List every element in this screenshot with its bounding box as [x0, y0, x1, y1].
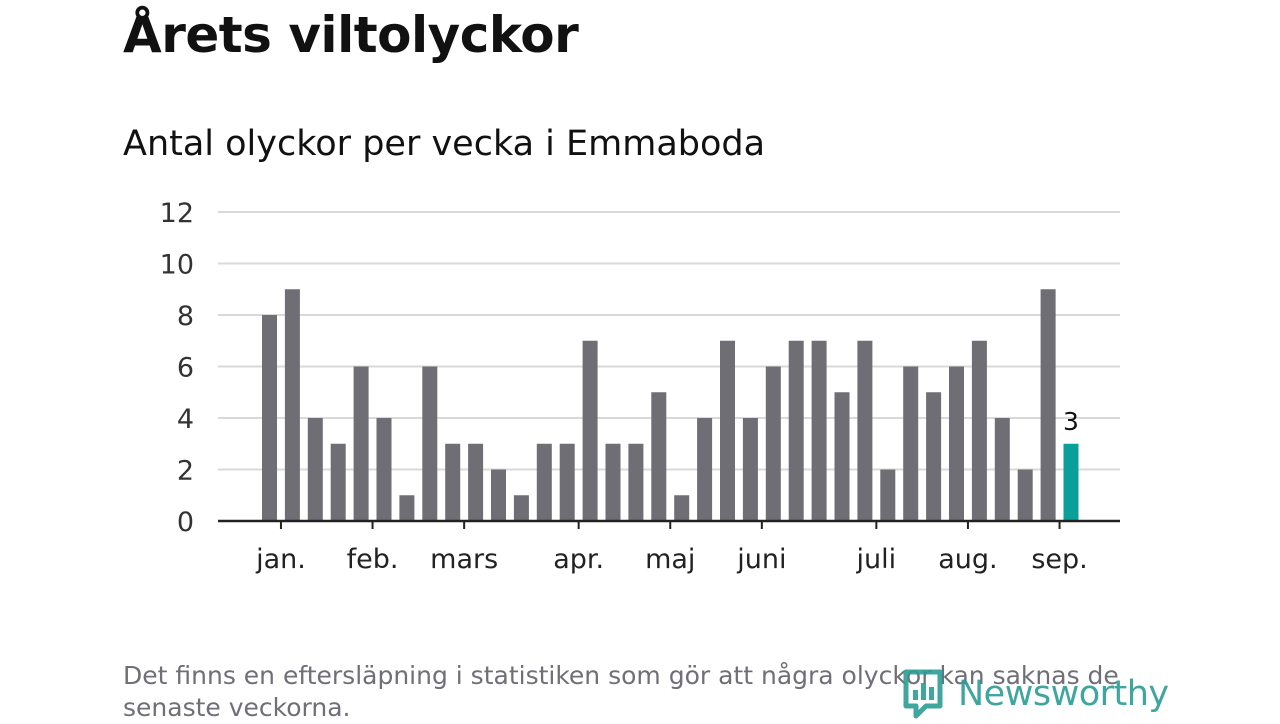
bar	[262, 315, 277, 521]
bar	[788, 340, 804, 521]
y-tick-label: 12	[160, 198, 194, 229]
bar	[651, 392, 667, 521]
x-tick-label: feb.	[347, 544, 399, 575]
bar	[949, 366, 964, 521]
data-label: 3	[1063, 407, 1079, 436]
newsworthy-logo-icon	[903, 669, 943, 719]
bar	[1040, 289, 1056, 521]
y-tick-label: 0	[177, 507, 194, 538]
brand-name: Newsworthy	[958, 674, 1169, 714]
bar	[765, 366, 781, 521]
bar	[857, 340, 873, 521]
chart-title: Årets viltolyckor	[123, 6, 579, 64]
x-tick-label: juli	[856, 544, 897, 575]
bar	[1017, 469, 1033, 521]
bar	[559, 443, 575, 521]
bar	[582, 340, 598, 521]
footnote: Det finns en eftersläpning i statistiken…	[123, 661, 1119, 722]
bar	[284, 289, 300, 521]
bar	[720, 340, 735, 521]
bar	[834, 392, 850, 521]
bar	[994, 418, 1010, 521]
bar	[674, 495, 690, 521]
x-tick-label: apr.	[553, 544, 604, 575]
bar	[536, 443, 552, 521]
bar	[903, 366, 919, 521]
bar	[926, 392, 942, 521]
bar-highlight	[1063, 443, 1079, 521]
x-tick-label: maj	[645, 544, 695, 575]
y-tick-label: 10	[160, 250, 194, 281]
bar	[376, 418, 392, 521]
bar	[513, 495, 529, 521]
bar	[811, 340, 827, 521]
bar	[399, 495, 415, 521]
bar	[971, 340, 987, 521]
bar	[742, 418, 758, 521]
brand-logo: Newsworthy	[902, 668, 1169, 720]
bar	[468, 443, 484, 521]
bar	[628, 443, 644, 521]
bar	[422, 366, 438, 521]
bar	[697, 418, 713, 521]
bar-chart: 0 2 4 6 8 10 12 3 jan. feb. mars apr. maj juni juli aug…	[160, 198, 1120, 575]
y-tick-label: 4	[177, 404, 194, 435]
bar	[491, 469, 506, 521]
y-tick-label: 6	[177, 353, 194, 384]
bar	[880, 469, 896, 521]
y-tick-label: 8	[177, 301, 194, 332]
bar	[605, 443, 621, 521]
y-tick-label: 2	[177, 456, 194, 487]
bar	[353, 366, 369, 521]
bar	[445, 443, 461, 521]
bar	[307, 418, 323, 521]
bar	[330, 443, 346, 521]
chart-subtitle: Antal olyckor per vecka i Emmaboda	[123, 124, 766, 164]
x-tick-label: aug.	[938, 544, 997, 575]
x-tick-label: sep.	[1031, 544, 1087, 575]
x-tick-label: jan.	[255, 544, 306, 575]
x-tick-label: juni	[736, 544, 786, 575]
x-tick-label: mars	[430, 544, 498, 575]
